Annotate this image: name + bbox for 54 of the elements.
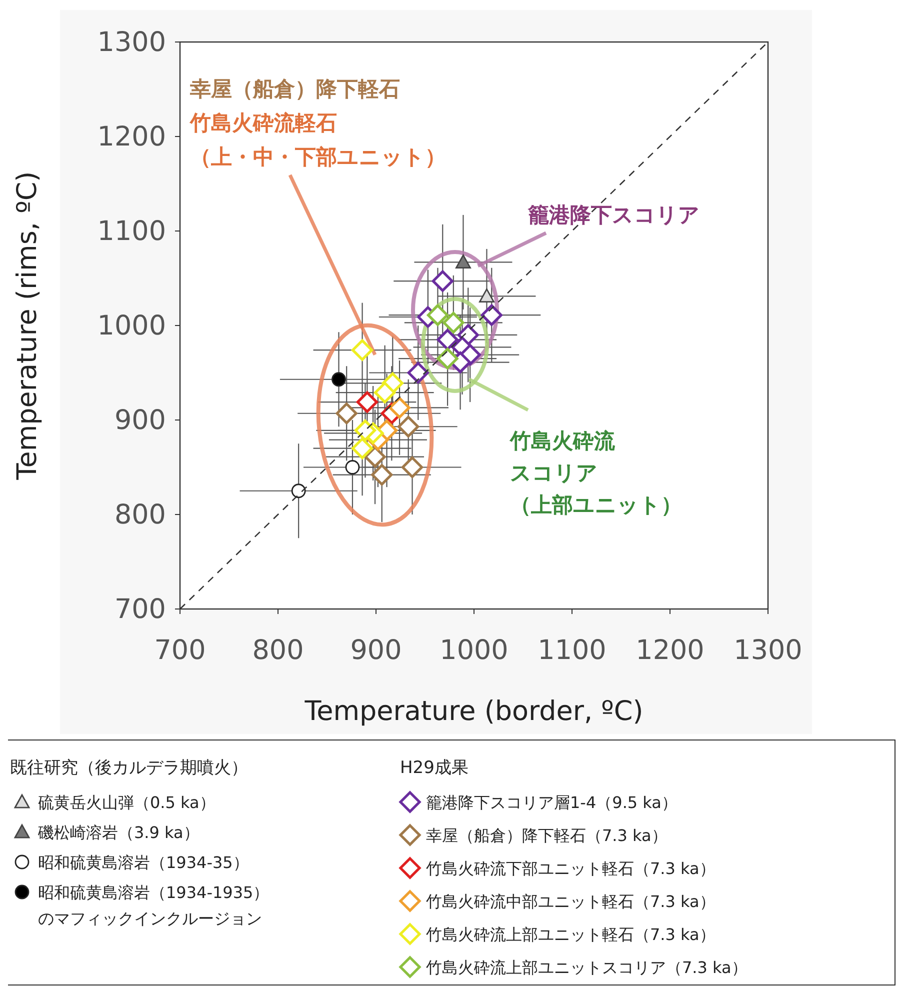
y-tick-label: 1200: [97, 122, 166, 152]
point: [436, 328, 458, 350]
point: [291, 484, 306, 498]
point: [398, 416, 420, 438]
point: [351, 438, 374, 460]
x-tick-label: 900: [350, 635, 402, 666]
legend-label: 竹島火砕流上部ユニットスコリア（7.3 ka）: [426, 958, 748, 977]
x-axis-title: Temperature (border, ºC): [304, 696, 644, 727]
point: [351, 339, 374, 361]
point: [407, 362, 429, 384]
point: [336, 402, 358, 424]
legend-title: 既往研究（後カルデラ期噴火）: [10, 758, 248, 778]
point: [371, 464, 393, 486]
x-tick-label: 1200: [636, 635, 704, 666]
y-tick-label: 800: [114, 500, 166, 530]
legend-label: 硫黄岳火山弾（0.5 ka）: [38, 793, 216, 812]
text: H29成果: [400, 758, 468, 778]
x-tick-label: 1300: [734, 635, 802, 666]
point: [426, 304, 449, 326]
annotation: 幸屋（船倉）降下軽石竹島火砕流軽石（上・中・下部ユニット）: [189, 77, 446, 169]
point: [479, 288, 494, 303]
legend-label: 竹島火砕流下部ユニット軽石（7.3 ka）: [426, 859, 716, 878]
y-tick-label: 900: [114, 405, 166, 436]
point: [332, 372, 346, 387]
annotation: 籠港降下スコリア: [527, 203, 700, 227]
legend-label: 幸屋（船倉）降下軽石（7.3 ka）: [426, 826, 668, 845]
legend-label: 竹島火砕流中部ユニット軽石（7.3 ka）: [426, 892, 716, 911]
point: [354, 420, 376, 442]
point: [388, 396, 410, 419]
legend-label: 竹島火砕流上部ユニット軽石（7.3 ka）: [426, 925, 716, 944]
point: [356, 391, 378, 413]
point: [432, 270, 454, 292]
point: [442, 312, 464, 334]
annotation: 竹島火砕流スコリア（上部ユニット）: [509, 429, 682, 517]
x-tick-label: 1000: [440, 635, 508, 666]
y-tick-label: 700: [114, 594, 166, 625]
x-tick-label: 700: [154, 635, 206, 666]
point: [345, 460, 360, 474]
point: [364, 446, 386, 468]
y-axis-title: Temperature (rims, ºC): [12, 171, 43, 481]
point: [480, 304, 502, 326]
legend-label: 昭和硫黄島溶岩（1934-1935）のマフィックインクルージョン: [38, 883, 270, 928]
legend-label: 籠港降下スコリア層1-4（9.5 ka）: [426, 793, 678, 812]
y-tick-label: 1000: [97, 310, 166, 342]
point: [401, 456, 424, 478]
x-tick-label: 800: [252, 635, 304, 666]
legend-label: 磯松崎溶岩（3.9 ka）: [37, 823, 200, 842]
point: [436, 348, 458, 370]
y-tick-label: 1300: [97, 27, 166, 58]
point: [374, 382, 396, 404]
legend-label: 昭和硫黄島溶岩（1934-35）: [38, 853, 249, 872]
y-tick-label: 1100: [97, 216, 166, 247]
point: [456, 254, 471, 268]
x-tick-label: 1100: [538, 635, 606, 666]
